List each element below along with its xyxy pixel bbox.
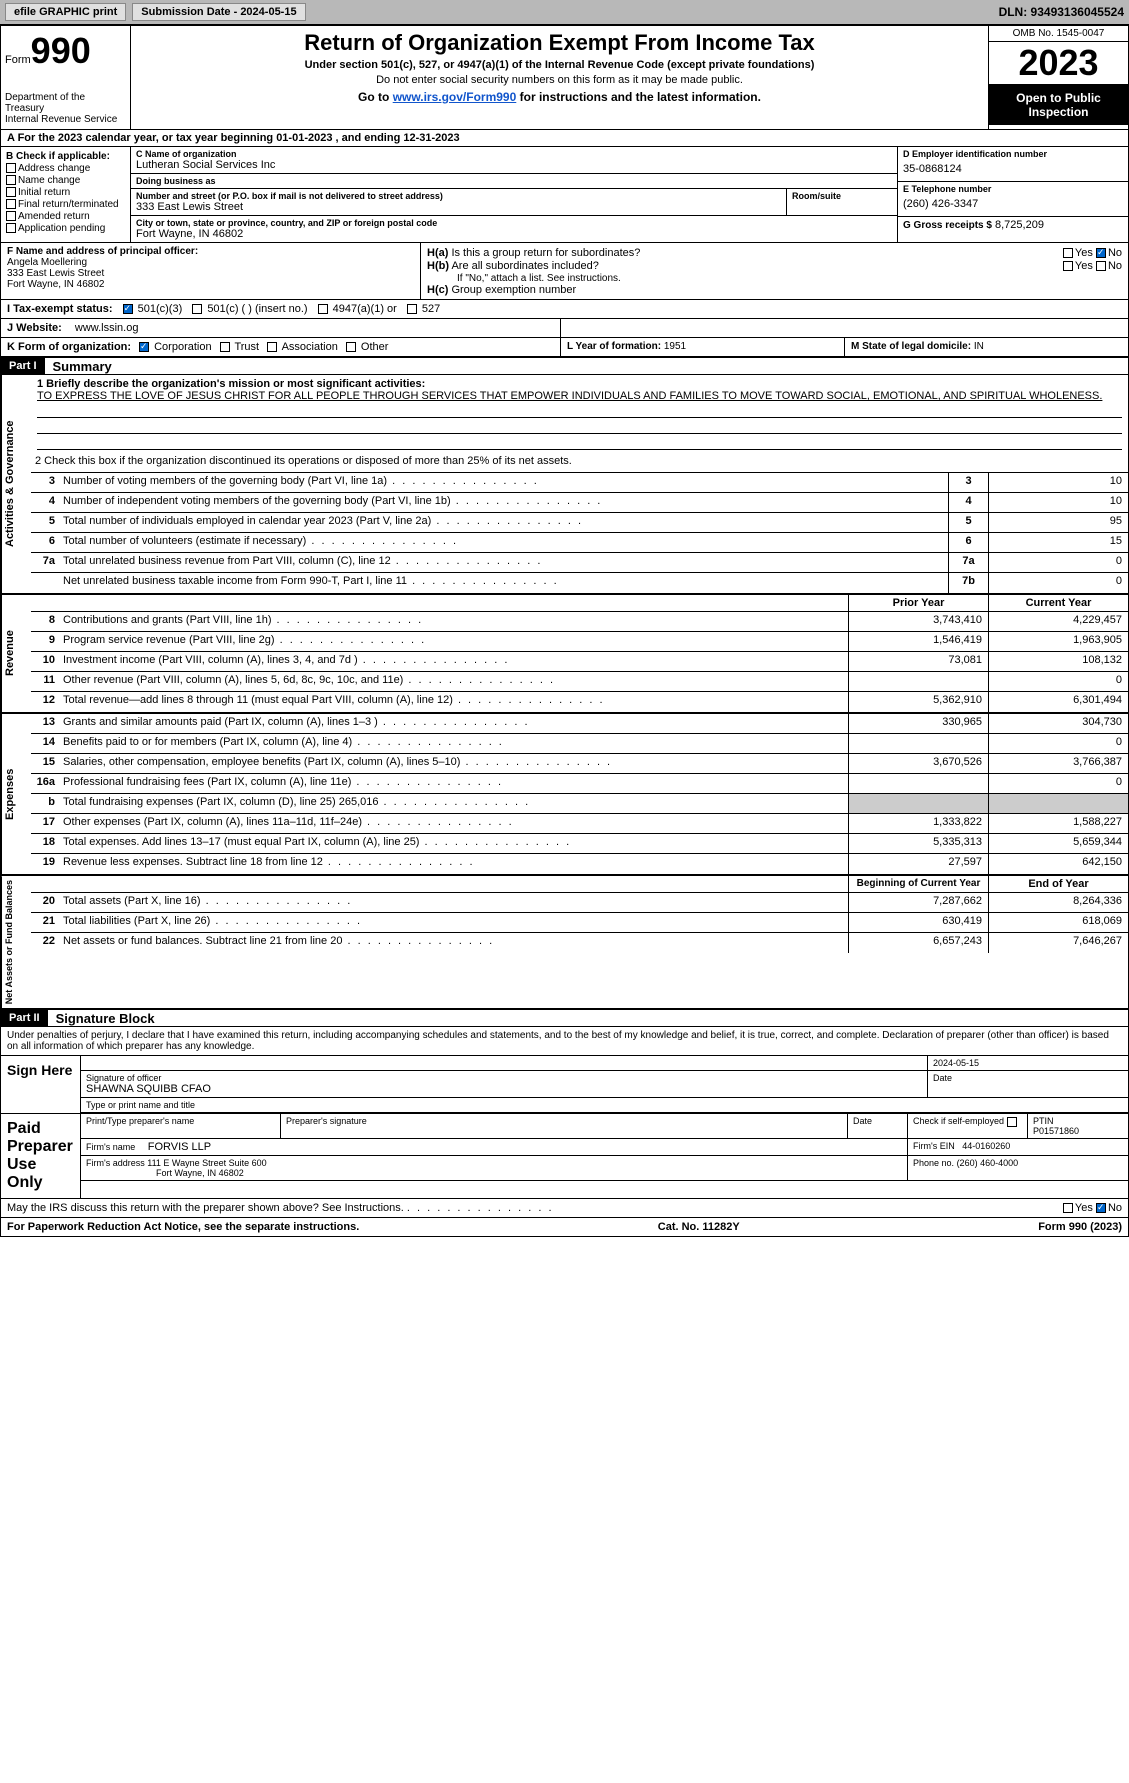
dln-text: DLN: 93493136045524 <box>999 5 1124 19</box>
dept-label: Department of the Treasury Internal Reve… <box>5 92 126 125</box>
officer-street: 333 East Lewis Street <box>7 268 414 279</box>
ein-label: D Employer identification number <box>903 149 1123 159</box>
summary-line: 16aProfessional fundraising fees (Part I… <box>31 774 1128 794</box>
part-1-header: Part I <box>1 358 45 374</box>
summary-line: bTotal fundraising expenses (Part IX, co… <box>31 794 1128 814</box>
ssn-warning: Do not enter social security numbers on … <box>139 74 980 86</box>
city-label: City or town, state or province, country… <box>136 218 892 228</box>
form-subtitle: Under section 501(c), 527, or 4947(a)(1)… <box>139 59 980 71</box>
efile-print-button[interactable]: efile GRAPHIC print <box>5 3 126 21</box>
line-2: 2 Check this box if the organization dis… <box>31 453 1128 472</box>
summary-line: 5Total number of individuals employed in… <box>31 513 1128 533</box>
sign-here-label: Sign Here <box>1 1056 81 1113</box>
summary-line: 14Benefits paid to or for members (Part … <box>31 734 1128 754</box>
org-name-label: C Name of organization <box>136 149 892 159</box>
cat-no: Cat. No. 11282Y <box>658 1221 740 1233</box>
phone-value: (260) 426-3347 <box>903 194 1123 214</box>
omb-number: OMB No. 1545-0047 <box>989 26 1128 42</box>
officer-city: Fort Wayne, IN 46802 <box>7 279 414 290</box>
mission-text: TO EXPRESS THE LOVE OF JESUS CHRIST FOR … <box>37 390 1122 402</box>
summary-line: 6Total number of volunteers (estimate if… <box>31 533 1128 553</box>
summary-line: 7aTotal unrelated business revenue from … <box>31 553 1128 573</box>
room-label: Room/suite <box>792 191 892 201</box>
website-value: www.lssin.og <box>75 322 139 334</box>
form-number: Form990 <box>5 30 126 72</box>
summary-line: 20Total assets (Part X, line 16)7,287,66… <box>31 893 1128 913</box>
open-inspection: Open to Public Inspection <box>989 85 1128 125</box>
tax-year: 2023 <box>989 42 1128 85</box>
top-bar: efile GRAPHIC print Submission Date - 20… <box>0 0 1129 25</box>
box-b: B Check if applicable: Address change Na… <box>1 147 131 242</box>
summary-line: Net unrelated business taxable income fr… <box>31 573 1128 593</box>
summary-line: 19Revenue less expenses. Subtract line 1… <box>31 854 1128 874</box>
city-value: Fort Wayne, IN 46802 <box>136 228 892 240</box>
tax-exempt-label: I Tax-exempt status: <box>7 303 113 315</box>
expenses-label: Expenses <box>1 714 31 874</box>
street-label: Number and street (or P.O. box if mail i… <box>136 191 781 201</box>
irs-link[interactable]: www.irs.gov/Form990 <box>393 90 517 104</box>
officer-label: F Name and address of principal officer: <box>7 246 414 257</box>
perjury-text: Under penalties of perjury, I declare th… <box>1 1027 1128 1056</box>
summary-line: 12Total revenue—add lines 8 through 11 (… <box>31 692 1128 712</box>
part-2-header: Part II <box>1 1010 48 1026</box>
netassets-label: Net Assets or Fund Balances <box>1 876 31 1008</box>
summary-line: 10Investment income (Part VIII, column (… <box>31 652 1128 672</box>
submission-date-button[interactable]: Submission Date - 2024-05-15 <box>132 3 305 21</box>
summary-line: 21Total liabilities (Part X, line 26)630… <box>31 913 1128 933</box>
hb-note: If "No," attach a list. See instructions… <box>427 273 1122 284</box>
org-name: Lutheran Social Services Inc <box>136 159 892 171</box>
form-title: Return of Organization Exempt From Incom… <box>139 30 980 56</box>
form-container: Form990 Department of the Treasury Inter… <box>0 25 1129 1237</box>
summary-line: 3Number of voting members of the governi… <box>31 473 1128 493</box>
mission-label: 1 Briefly describe the organization's mi… <box>37 378 1122 390</box>
website-label: J Website: <box>7 322 62 334</box>
summary-line: 13Grants and similar amounts paid (Part … <box>31 714 1128 734</box>
gross-label: G Gross receipts $ <box>903 220 992 231</box>
form-org-label: K Form of organization: <box>7 341 131 353</box>
summary-line: 8Contributions and grants (Part VIII, li… <box>31 612 1128 632</box>
paid-preparer-label: Paid Preparer Use Only <box>1 1114 81 1198</box>
summary-line: 11Other revenue (Part VIII, column (A), … <box>31 672 1128 692</box>
summary-line: 22Net assets or fund balances. Subtract … <box>31 933 1128 953</box>
summary-line: 18Total expenses. Add lines 13–17 (must … <box>31 834 1128 854</box>
summary-line: 17Other expenses (Part IX, column (A), l… <box>31 814 1128 834</box>
goto-link-row: Go to www.irs.gov/Form990 for instructio… <box>139 90 980 104</box>
revenue-label: Revenue <box>1 595 31 712</box>
phone-label: E Telephone number <box>903 184 1123 194</box>
section-a: A For the 2023 calendar year, or tax yea… <box>1 130 1128 147</box>
governance-label: Activities & Governance <box>1 375 31 593</box>
pra-notice: For Paperwork Reduction Act Notice, see … <box>7 1221 359 1233</box>
dba-label: Doing business as <box>136 176 892 186</box>
discuss-text: May the IRS discuss this return with the… <box>7 1202 404 1214</box>
officer-name: Angela Moellering <box>7 257 414 268</box>
ein-value: 35-0868124 <box>903 159 1123 179</box>
summary-line: 15Salaries, other compensation, employee… <box>31 754 1128 774</box>
street-value: 333 East Lewis Street <box>136 201 781 213</box>
summary-line: 4Number of independent voting members of… <box>31 493 1128 513</box>
gross-value: 8,725,209 <box>995 219 1044 231</box>
summary-line: 9Program service revenue (Part VIII, lin… <box>31 632 1128 652</box>
